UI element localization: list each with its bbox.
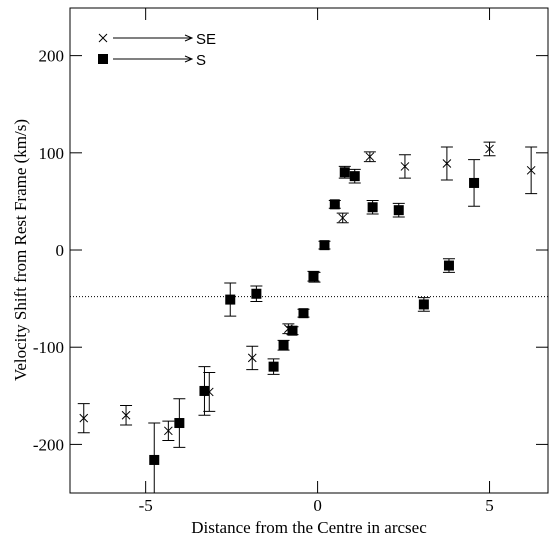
- point: [329, 199, 340, 210]
- x-tick-label: 5: [485, 496, 494, 515]
- y-tick-label: -200: [33, 435, 64, 454]
- point: [163, 426, 173, 436]
- point: [199, 385, 210, 396]
- point: [349, 171, 360, 182]
- point: [121, 410, 131, 420]
- point: [268, 361, 279, 372]
- point: [443, 260, 454, 271]
- point: [526, 165, 536, 175]
- point: [225, 294, 236, 305]
- point: [338, 213, 348, 223]
- legend-label: S: [196, 52, 206, 69]
- point: [393, 205, 404, 216]
- point: [339, 167, 350, 178]
- point: [247, 353, 257, 363]
- legend-arrow: [113, 55, 194, 63]
- y-tick-label: 0: [56, 241, 65, 260]
- legend-label: SE: [196, 31, 216, 48]
- point: [469, 177, 480, 188]
- y-tick-label: -100: [33, 338, 64, 357]
- point: [98, 33, 108, 43]
- point: [367, 202, 378, 213]
- point: [319, 240, 330, 251]
- x-tick-label: 0: [313, 496, 322, 515]
- y-tick-label: 200: [39, 47, 65, 66]
- y-tick-label: 100: [39, 144, 65, 163]
- point: [79, 413, 89, 423]
- legend-arrow: [113, 34, 194, 42]
- point: [298, 308, 309, 319]
- point: [287, 325, 298, 336]
- point: [308, 271, 319, 282]
- point: [98, 54, 108, 64]
- point: [251, 288, 262, 299]
- point: [278, 340, 289, 351]
- point: [418, 299, 429, 310]
- point: [485, 144, 494, 154]
- plot-frame: [69, 7, 549, 494]
- point: [365, 152, 375, 162]
- point: [174, 418, 185, 429]
- point: [442, 159, 452, 168]
- x-axis-label: Distance from the Centre in arcsec: [191, 518, 427, 537]
- point: [400, 162, 410, 171]
- x-tick-label: -5: [139, 496, 153, 515]
- y-axis-label: Velocity Shift from Rest Frame (km/s): [11, 119, 30, 381]
- point: [149, 454, 160, 465]
